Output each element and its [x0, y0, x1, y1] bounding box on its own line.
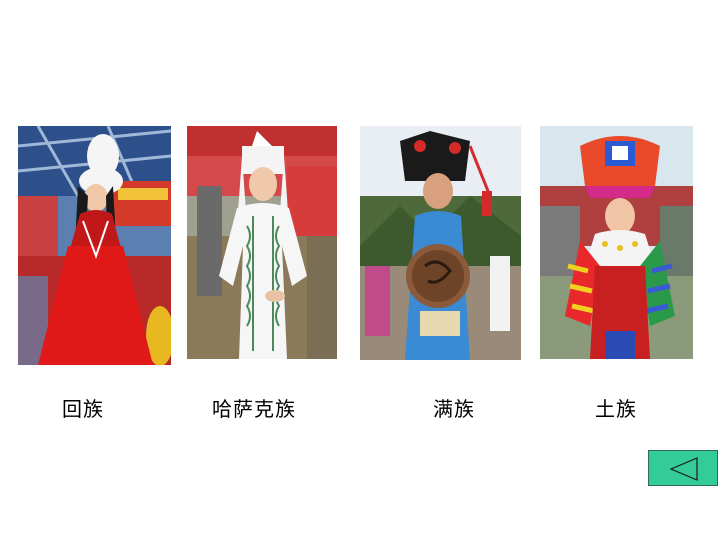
photo-tu-costume [540, 126, 693, 359]
photo-hui-costume [18, 126, 171, 365]
hui-photo-image [18, 126, 171, 365]
photo-kazakh-costume [187, 126, 337, 359]
photo-manchu-costume [360, 126, 521, 360]
caption-manchu: 满族 [433, 397, 475, 421]
back-button[interactable] [648, 450, 718, 486]
caption-kazakh: 哈萨克族 [212, 397, 296, 421]
kazakh-photo-image [187, 126, 337, 359]
caption-hui: 回族 [62, 397, 104, 421]
triangle-left-icon [669, 457, 698, 481]
caption-tu: 土族 [595, 397, 637, 421]
manchu-photo-image [360, 126, 521, 360]
tu-photo-image [540, 126, 693, 359]
